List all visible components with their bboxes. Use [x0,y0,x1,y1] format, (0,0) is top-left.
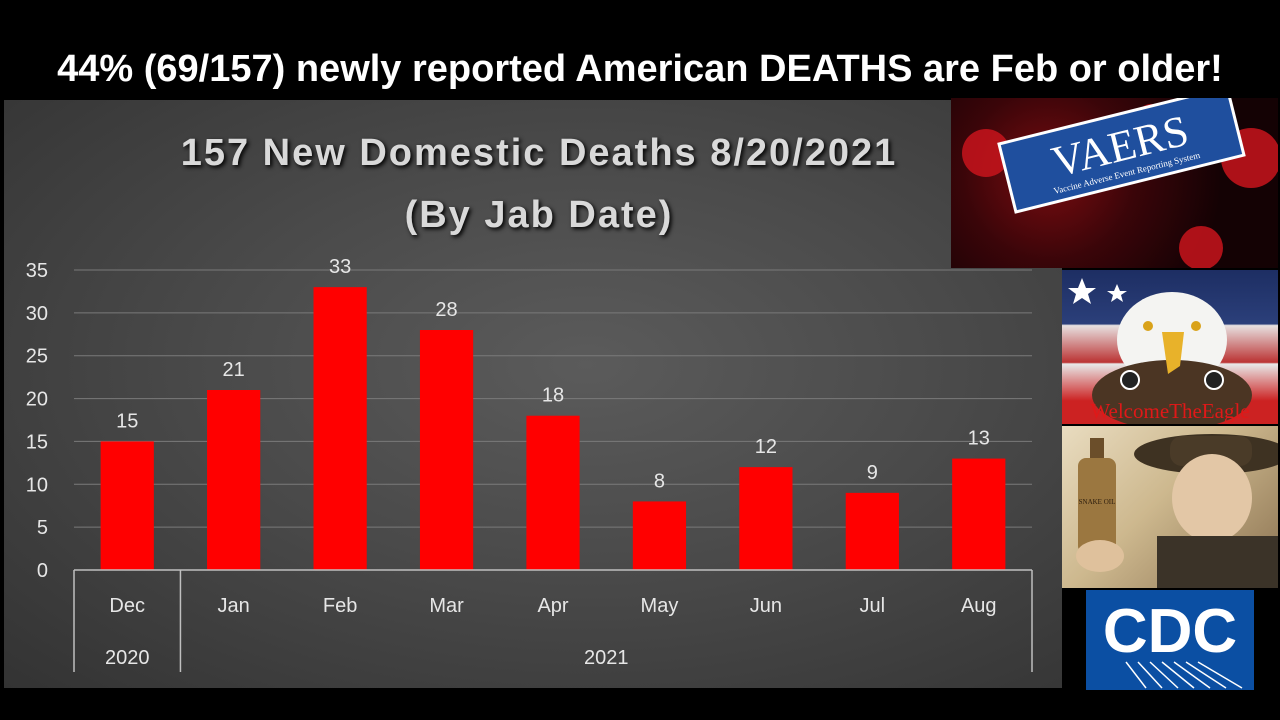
data-label: 13 [968,428,990,450]
vaers-image: VAERS Vaccine Adverse Event Reporting Sy… [951,98,1278,268]
x-tick-label: Mar [429,595,464,617]
bar [313,287,367,570]
y-tick-label: 5 [37,517,48,539]
snake-oil-image: SNAKE OIL [1062,426,1278,588]
y-tick-label: 10 [26,474,48,496]
data-label: 8 [654,470,665,492]
cdc-logo-image: CDC [1086,590,1254,690]
x-tick-label: May [641,595,679,617]
x-tick-label: Jul [860,595,886,617]
y-tick-label: 30 [26,303,48,325]
bar [100,441,154,570]
cdc-logo-text: CDC [1103,597,1237,666]
y-tick-label: 0 [37,560,48,582]
y-tick-label: 25 [26,346,48,368]
data-label: 28 [435,299,457,321]
y-tick-label: 15 [26,431,48,453]
x-tick-label: Aug [961,595,997,617]
data-label: 9 [867,462,878,484]
eagle-caption: WelcomeTheEagle [1090,399,1249,423]
group-label: 2021 [584,647,629,669]
bar [526,415,580,570]
bar [632,501,687,570]
bar [739,467,793,570]
y-tick-label: 35 [26,260,48,282]
chart-subtitle: (By Jab Date) [404,194,674,236]
bar [952,458,1006,570]
x-tick-label: Feb [323,595,357,617]
x-tick-label: Jan [218,595,250,617]
bar [845,492,899,570]
y-tick-label: 20 [26,389,48,411]
eagle-image: WelcomeTheEagle [1062,270,1278,424]
x-tick-label: Apr [537,595,568,617]
bottle-label: SNAKE OIL [1079,498,1116,506]
x-tick-label: Dec [109,595,145,617]
group-label: 2020 [105,647,150,669]
data-label: 12 [755,436,777,458]
bar-chart: 0 5 10 15 20 25 30 35 15 Dec 21 Jan 33 Feb 28 Mar 18 Apr 8… [26,256,1033,672]
bar [207,390,261,570]
data-label: 33 [329,256,351,278]
data-label: 21 [223,359,245,381]
data-label: 18 [542,385,564,407]
headline: 44% (69/157) newly reported American DEA… [57,48,1223,90]
chart-panel: 0 5 10 15 20 25 30 35 15 Dec 21 Jan 33 Feb 28 Mar 18 Apr 8… [4,100,1062,688]
bar [419,330,474,570]
x-tick-label: Jun [750,595,782,617]
data-label: 15 [116,410,138,432]
chart-title: 157 New Domestic Deaths 8/20/2021 [180,132,898,174]
